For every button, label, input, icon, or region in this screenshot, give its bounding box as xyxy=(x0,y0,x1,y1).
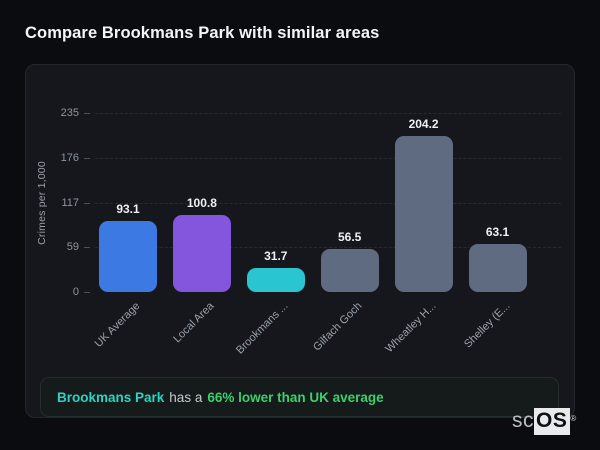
gridline xyxy=(95,157,561,159)
y-axis-tick-mark xyxy=(84,113,90,114)
gridline xyxy=(95,113,561,114)
bar[interactable] xyxy=(394,136,453,292)
y-axis-tick-mark xyxy=(84,247,90,249)
bar-value-label: 63.1 xyxy=(485,224,510,239)
bar[interactable] xyxy=(468,243,527,292)
x-axis-label: Gilfach Goch xyxy=(310,300,365,354)
gridline xyxy=(95,247,561,249)
x-axis-label: Brookmans ... xyxy=(233,300,291,357)
bar[interactable] xyxy=(246,267,305,292)
y-axis-tick-label: 59 xyxy=(66,241,79,254)
bar[interactable] xyxy=(320,248,379,292)
y-axis-tick-mark xyxy=(84,157,90,159)
comparison-summary: Brookmans Park has a 66% lower than UK a… xyxy=(40,377,559,417)
scos-logo-suffix: OS xyxy=(534,408,571,435)
bar[interactable] xyxy=(99,221,157,292)
scos-logo: sc OS ® xyxy=(512,408,576,435)
bar-value-label: 100.8 xyxy=(186,196,217,211)
bar-value-label: 93.1 xyxy=(116,202,140,217)
y-axis-tick-label: 0 xyxy=(72,286,79,298)
registered-trademark-icon: ® xyxy=(570,414,577,423)
x-axis-label: Wheatley H... xyxy=(382,300,439,356)
summary-area-name: Brookmans Park xyxy=(57,389,165,405)
x-axis-label: Local Area xyxy=(171,300,217,346)
y-axis-tick-label: 117 xyxy=(61,196,79,209)
page-title: Compare Brookmans Park with similar area… xyxy=(25,24,380,42)
gridline xyxy=(95,202,561,204)
bar[interactable] xyxy=(172,215,231,292)
summary-connector: has a xyxy=(169,389,203,405)
bar-value-label: 56.5 xyxy=(338,229,362,244)
scos-logo-prefix: sc xyxy=(512,409,534,432)
y-axis-tick-mark xyxy=(84,292,90,293)
x-axis-label: Shelley (E... xyxy=(461,300,512,351)
bar-value-label: 31.7 xyxy=(264,248,288,263)
y-axis-tick-mark xyxy=(84,202,90,204)
bar-value-label: 204.2 xyxy=(408,117,439,132)
plot-area: Crimes per 1,000 0 59 117 176 235 93.1 UK Aver… xyxy=(36,107,561,356)
y-axis-tick-label: 235 xyxy=(60,107,79,119)
x-axis-label: UK Average xyxy=(92,300,143,350)
chart-card: Crimes per 1,000 0 59 117 176 235 93.1 UK Aver… xyxy=(25,64,575,418)
y-axis-tick-label: 176 xyxy=(60,151,79,164)
summary-highlight: 66% lower than UK average xyxy=(207,389,384,405)
